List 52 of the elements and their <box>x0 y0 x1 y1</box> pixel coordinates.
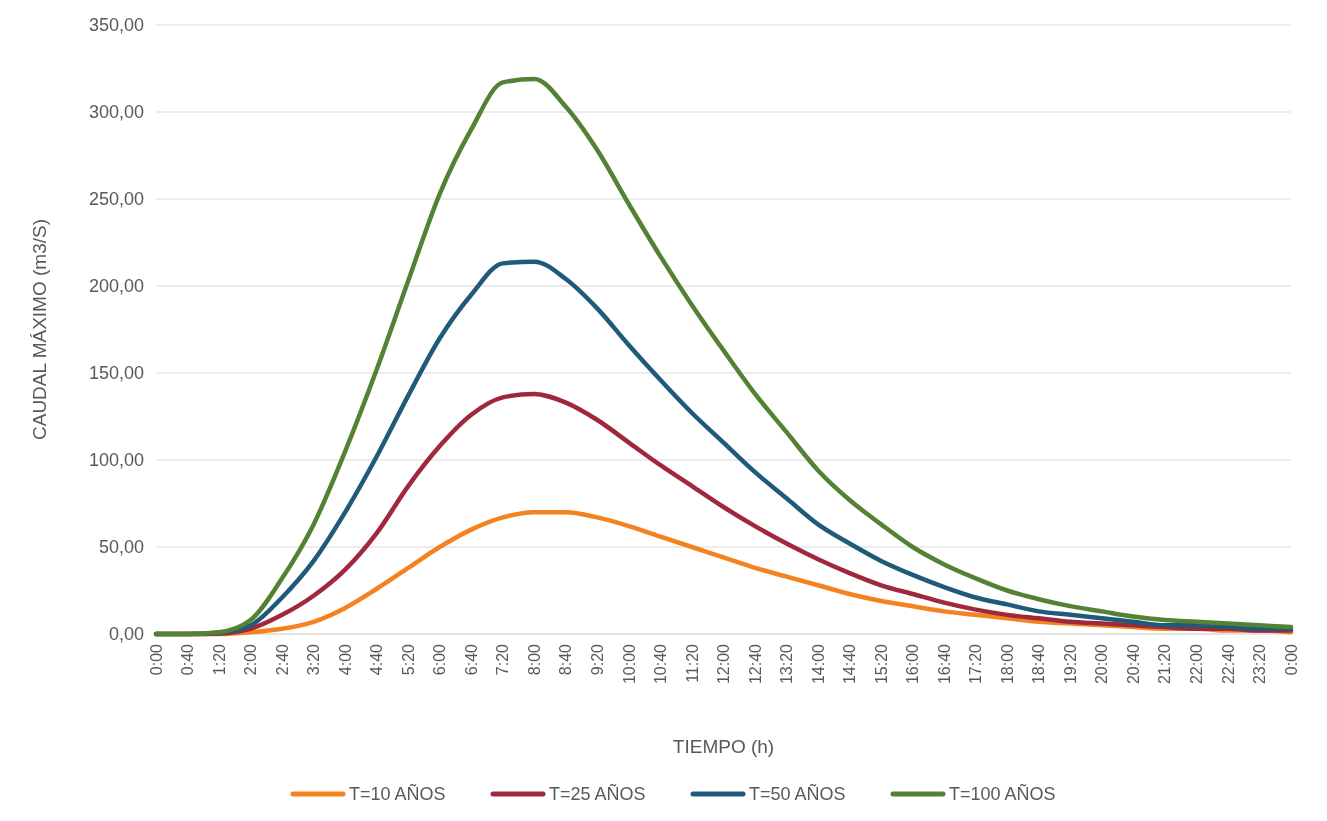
x-tick-label: 12:00 <box>715 643 733 685</box>
x-tick-label: 16:00 <box>904 643 922 685</box>
x-tick-label: 1:20 <box>210 643 228 676</box>
x-tick-label: 14:00 <box>809 643 827 685</box>
x-tick-label: 2:40 <box>273 643 291 676</box>
x-tick-label: 21:20 <box>1156 643 1174 685</box>
x-tick-label: 18:00 <box>998 643 1016 685</box>
legend-label: T=100 AÑOS <box>949 783 1056 804</box>
x-tick-label: 0:40 <box>179 643 197 676</box>
y-tick-label: 0,00 <box>108 624 144 645</box>
x-tick-label: 5:20 <box>399 643 417 676</box>
legend-label: T=10 AÑOS <box>349 783 446 804</box>
y-axis-title: CAUDAL MÁXIMO (m3/S) <box>29 219 50 440</box>
x-tick-label: 8:00 <box>525 643 543 676</box>
x-tick-label: 10:40 <box>652 643 670 685</box>
y-tick-label: 350,00 <box>88 15 144 36</box>
x-tick-label: 16:40 <box>935 643 953 685</box>
x-tick-label: 22:40 <box>1219 643 1237 685</box>
x-tick-label: 0:00 <box>1282 643 1300 676</box>
y-tick-label: 50,00 <box>98 537 144 558</box>
line-series <box>153 76 1294 637</box>
x-tick-label: 4:00 <box>336 643 354 676</box>
x-tick-label: 13:20 <box>778 643 796 685</box>
y-tick-label: 150,00 <box>88 363 144 384</box>
y-tick-label: 100,00 <box>88 450 144 471</box>
x-tick-label: 20:00 <box>1093 643 1111 685</box>
x-tick-label: 7:20 <box>494 643 512 676</box>
x-tick-label: 23:20 <box>1251 643 1269 685</box>
x-tick-label: 8:40 <box>557 643 575 676</box>
x-tick-label: 15:20 <box>872 643 890 685</box>
x-tick-label: 4:40 <box>368 643 386 676</box>
x-tick-label: 19:20 <box>1061 643 1079 685</box>
x-tick-label: 22:00 <box>1188 643 1206 685</box>
y-tick-label: 200,00 <box>88 276 144 297</box>
legend-label: T=25 AÑOS <box>549 783 646 804</box>
x-tick-label: 12:40 <box>746 643 764 685</box>
x-tick-label: 0:00 <box>147 643 165 676</box>
x-tick-label: 2:00 <box>242 643 260 676</box>
x-tick-label: 9:20 <box>588 643 606 676</box>
x-tick-label: 14:40 <box>841 643 859 685</box>
x-tick-label: 11:20 <box>683 643 701 683</box>
x-axis-title: TIEMPO (h) <box>672 736 775 757</box>
x-tick-label: 20:40 <box>1124 643 1142 685</box>
x-tick-label: 3:20 <box>305 643 323 676</box>
y-tick-label: 250,00 <box>88 189 144 210</box>
x-tick-label: 6:40 <box>462 643 480 676</box>
x-tick-label: 10:00 <box>620 643 638 685</box>
legend-label: T=50 AÑOS <box>749 783 846 804</box>
x-tick-label: 17:20 <box>967 643 985 685</box>
x-tick-label: 6:00 <box>431 643 449 676</box>
x-tick-label: 18:40 <box>1030 643 1048 685</box>
y-tick-label: 300,00 <box>88 102 144 123</box>
